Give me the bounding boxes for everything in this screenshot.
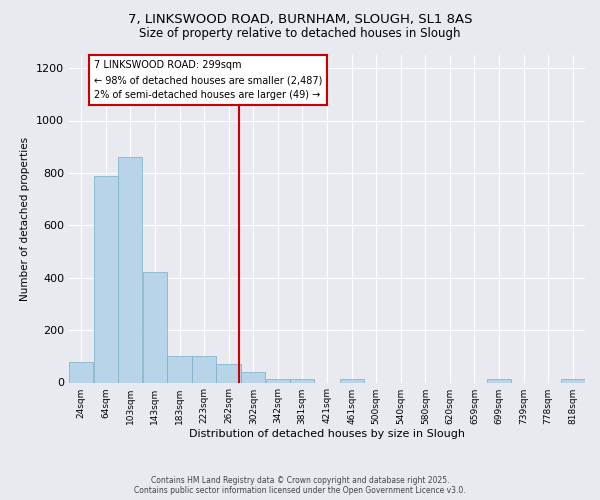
Text: 7 LINKSWOOD ROAD: 299sqm
← 98% of detached houses are smaller (2,487)
2% of semi: 7 LINKSWOOD ROAD: 299sqm ← 98% of detach… — [94, 60, 322, 100]
Text: Contains HM Land Registry data © Crown copyright and database right 2025.
Contai: Contains HM Land Registry data © Crown c… — [134, 476, 466, 495]
Bar — [143, 272, 167, 382]
X-axis label: Distribution of detached houses by size in Slough: Distribution of detached houses by size … — [189, 430, 465, 440]
Bar — [241, 372, 265, 382]
Y-axis label: Number of detached properties: Number of detached properties — [20, 136, 31, 301]
Bar — [192, 356, 217, 382]
Bar — [340, 378, 364, 382]
Bar — [167, 356, 191, 382]
Bar — [69, 362, 93, 382]
Bar — [487, 378, 511, 382]
Bar — [290, 378, 314, 382]
Bar — [94, 176, 118, 382]
Text: 7, LINKSWOOD ROAD, BURNHAM, SLOUGH, SL1 8AS: 7, LINKSWOOD ROAD, BURNHAM, SLOUGH, SL1 … — [128, 12, 472, 26]
Bar — [561, 378, 585, 382]
Text: Size of property relative to detached houses in Slough: Size of property relative to detached ho… — [139, 28, 461, 40]
Bar — [118, 157, 142, 382]
Bar — [266, 378, 290, 382]
Bar — [217, 364, 241, 382]
